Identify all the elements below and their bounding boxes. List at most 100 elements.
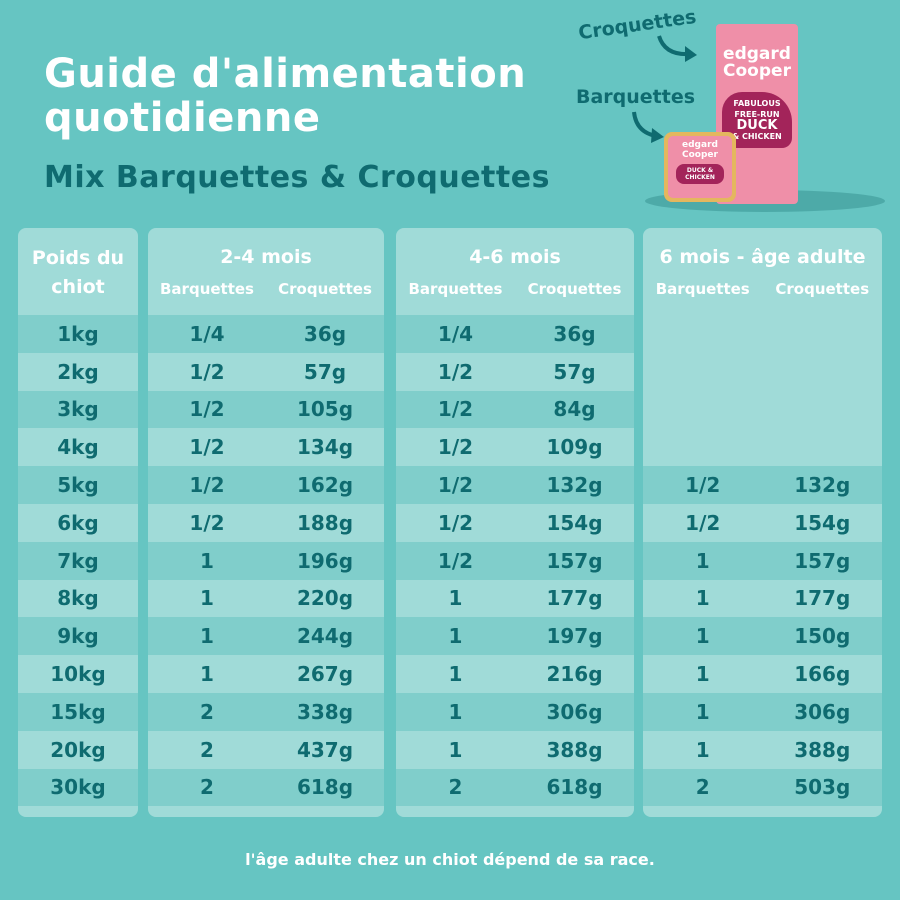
- barquettes-cell: 1: [448, 737, 463, 762]
- weight-cell: 1kg: [57, 321, 99, 346]
- table-row: 1/2 57g: [148, 353, 384, 391]
- croquettes-cell: 503g: [794, 775, 851, 800]
- table-row: 1/2 109g: [396, 428, 634, 466]
- brand-logo: edgard Cooper: [723, 44, 791, 81]
- table-row: 1 177g: [396, 580, 634, 618]
- table-row: 2 618g: [148, 768, 384, 807]
- table-row: 1/2 132g: [643, 466, 882, 504]
- croquettes-cell: 196g: [296, 548, 354, 573]
- weight-row: 20kg: [18, 731, 138, 769]
- group-6-mois-adulte: 6 mois - âge adulte Barquettes Croquette…: [643, 228, 882, 817]
- barquettes-cell: 1: [695, 624, 710, 649]
- weight-column: Poids du chiot 1kg 2kg 3kg 4kg 5kg 6kg 7kg 8kg 9…: [18, 228, 138, 817]
- barquettes-cell: 1/2: [189, 510, 225, 535]
- weight-cell: 2kg: [57, 359, 99, 384]
- croquettes-cell: 177g: [546, 586, 603, 611]
- weight-cell: 5kg: [57, 473, 99, 498]
- croquettes-cell: 162g: [296, 473, 354, 498]
- table-row: 1/2 162g: [148, 466, 384, 504]
- weight-row: 7kg: [18, 541, 138, 580]
- barquettes-cell: 1/4: [437, 321, 474, 346]
- croquettes-cell: 216g: [546, 662, 603, 687]
- barquettes-cell: 1/2: [437, 473, 474, 498]
- table-row: 1 306g: [396, 692, 634, 731]
- croquettes-cell: 618g: [546, 775, 603, 800]
- croquettes-cell: 154g: [794, 510, 851, 535]
- table-row: 1/4 36g: [396, 315, 634, 353]
- weight-cell: 10kg: [50, 662, 106, 687]
- barquettes-cell: 2: [200, 699, 214, 724]
- table-row: 1 244g: [148, 617, 384, 656]
- weight-cell: 3kg: [57, 397, 99, 422]
- croquettes-cell: 437g: [296, 737, 354, 762]
- page-subtitle: Mix Barquettes & Croquettes: [44, 160, 550, 195]
- weight-row: 8kg: [18, 580, 138, 618]
- weight-row: 3kg: [18, 390, 138, 429]
- table-row: 1 197g: [396, 617, 634, 656]
- barquettes-header: Barquettes: [655, 280, 750, 298]
- wet-food-tray-image: edgard Cooper DUCK & CHICKEN: [664, 132, 736, 202]
- kibble-bag-image: edgard Cooper FABULOUS FREE-RUN DUCK & CHICK…: [716, 24, 798, 204]
- page-title: Guide d'alimentation quotidienne: [44, 52, 526, 140]
- croquettes-cell: 157g: [546, 548, 603, 573]
- croquettes-cell: 338g: [296, 699, 354, 724]
- title-line-1: Guide d'alimentation: [44, 51, 527, 97]
- weight-row: 2kg: [18, 353, 138, 391]
- barquettes-header: Barquettes: [160, 280, 254, 298]
- croquettes-cell: 166g: [794, 662, 851, 687]
- table-row: [643, 390, 882, 429]
- group-title: 6 mois - âge adulte: [659, 246, 866, 268]
- weight-row: 15kg: [18, 692, 138, 731]
- barquettes-cell: 1/2: [437, 435, 474, 460]
- croquettes-header: Croquettes: [775, 280, 870, 298]
- arrow-icon: [632, 111, 664, 143]
- croquettes-cell: 157g: [794, 548, 851, 573]
- barquettes-cell: 1/2: [189, 473, 225, 498]
- croquettes-cell: 154g: [546, 510, 603, 535]
- footer-note: l'âge adulte chez un chiot dépend de sa …: [245, 850, 655, 869]
- weight-row: 6kg: [18, 504, 138, 542]
- table-row: 1 157g: [643, 541, 882, 580]
- croquettes-cell: 134g: [296, 435, 354, 460]
- croquettes-header: Croquettes: [278, 280, 372, 298]
- barquettes-cell: 2: [200, 737, 214, 762]
- croquettes-cell: 220g: [296, 586, 354, 611]
- group-title: 4-6 mois: [469, 246, 561, 268]
- croquettes-header: Croquettes: [527, 280, 622, 298]
- weight-row: 10kg: [18, 655, 138, 693]
- weight-cell: 15kg: [50, 699, 106, 724]
- table-row: 1 388g: [396, 731, 634, 769]
- croquettes-cell: 36g: [303, 321, 347, 346]
- table-row: 2 503g: [643, 768, 882, 807]
- barquettes-cell: 1: [200, 662, 214, 687]
- barquettes-cell: 1: [448, 699, 463, 724]
- table-row: 1 220g: [148, 580, 384, 618]
- weight-row: 9kg: [18, 617, 138, 656]
- table-row: 1/2 157g: [396, 541, 634, 580]
- barquettes-header: Barquettes: [408, 280, 503, 298]
- barquettes-cell: 1/2: [189, 397, 225, 422]
- barquettes-cell: 1/4: [189, 321, 225, 346]
- table-row: 2 437g: [148, 731, 384, 769]
- weight-row: 30kg: [18, 768, 138, 807]
- table-row: 1 267g: [148, 655, 384, 693]
- group-4-6-mois: 4-6 mois Barquettes Croquettes 1/4 36g 1…: [396, 228, 634, 817]
- barquettes-cell: 1: [695, 662, 710, 687]
- table-row: 1/2 105g: [148, 390, 384, 429]
- weight-cell: 6kg: [57, 510, 99, 535]
- barquettes-cell: 1: [695, 737, 710, 762]
- barquettes-cell: 1/2: [437, 359, 474, 384]
- barquettes-cell: 1: [200, 624, 214, 649]
- table-row: 1/2 57g: [396, 353, 634, 391]
- brand-logo: edgard Cooper: [682, 140, 718, 160]
- table-row: 1/4 36g: [148, 315, 384, 353]
- table-row: 1/2 154g: [396, 504, 634, 542]
- barquettes-label: Barquettes: [576, 86, 696, 108]
- croquettes-cell: 188g: [296, 510, 354, 535]
- weight-header: Poids du chiot: [31, 247, 125, 298]
- croquettes-cell: 388g: [546, 737, 603, 762]
- croquettes-cell: 109g: [546, 435, 603, 460]
- croquettes-cell: 132g: [794, 473, 851, 498]
- table-row: 1 388g: [643, 731, 882, 769]
- barquettes-cell: 1/2: [437, 548, 474, 573]
